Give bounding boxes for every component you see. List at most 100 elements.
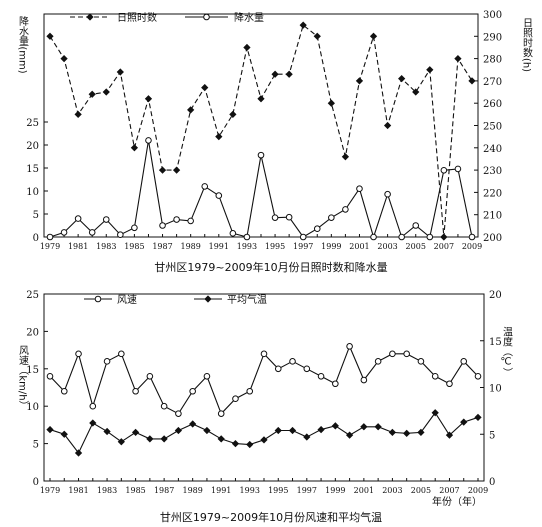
legend-marker-2 — [203, 13, 210, 21]
series-2-point — [246, 440, 254, 449]
series-1-point — [460, 358, 468, 365]
series-2-point — [103, 427, 111, 436]
x-tick-label: 1985 — [124, 242, 144, 251]
right-tick-label: 0 — [489, 477, 495, 488]
series-1-point — [360, 376, 368, 384]
left-tick-label: 5 — [33, 440, 39, 451]
series-1-point — [346, 343, 353, 350]
plot-frame — [43, 13, 479, 238]
series-1-point — [201, 83, 209, 92]
series-1-point — [175, 410, 182, 417]
series-1-point — [260, 350, 268, 358]
x-tick-label: 2009 — [468, 486, 488, 495]
x-tick-label: 2007 — [439, 486, 459, 495]
series-1-point — [303, 365, 311, 373]
series-1-point — [130, 144, 139, 152]
series-2-point — [243, 233, 251, 241]
series-1-point — [389, 350, 396, 358]
series-1-point — [158, 166, 167, 174]
x-tick-label: 1995 — [265, 242, 285, 251]
series-2-point — [74, 215, 82, 222]
series-1-point — [243, 43, 251, 52]
left-tick-label: 20 — [26, 327, 39, 338]
right-tick-label: 240 — [483, 144, 502, 155]
series-2-point — [203, 426, 211, 435]
x-tick-label: 1989 — [180, 242, 200, 251]
right-tick-label: 300 — [483, 10, 502, 21]
series-1-point — [468, 77, 476, 85]
series-1-point — [102, 88, 110, 96]
series-1-point — [246, 387, 254, 395]
x-tick-label: 1995 — [268, 486, 288, 495]
series-2-point — [299, 233, 307, 241]
legend: 风速 平均气温 — [84, 293, 267, 306]
series-1-point — [144, 95, 153, 103]
x-tick-label: 1985 — [125, 486, 145, 495]
series-2-point — [303, 433, 311, 441]
series-2-point — [89, 419, 97, 427]
right-tick-label: 270 — [483, 77, 502, 88]
series-2-point — [60, 430, 68, 438]
left-tick-label: 25 — [26, 290, 39, 301]
right-tick-label: 290 — [483, 32, 502, 43]
x-tick-label: 1981 — [68, 486, 88, 495]
series-1-point — [74, 110, 82, 118]
series-1-point — [229, 110, 237, 118]
series-2-point — [342, 206, 349, 213]
series-1-point — [46, 32, 54, 40]
series-2-point — [131, 224, 138, 232]
series-1-point — [75, 350, 82, 358]
series-2-point — [384, 190, 391, 198]
x-tick-label: 2001 — [354, 486, 374, 495]
series-2-point — [131, 428, 140, 437]
series-line-1 — [49, 24, 473, 238]
x-tick-label: 1987 — [154, 486, 174, 495]
series-2-point — [285, 213, 293, 221]
series-2-point — [260, 436, 268, 444]
legend-label-2: 降水量 — [234, 11, 264, 24]
series-1-point — [474, 372, 482, 380]
series-2-point — [174, 426, 183, 435]
x-tick-label: 1981 — [68, 242, 88, 251]
x-tick-label: 2003 — [377, 242, 397, 251]
series-2-point — [159, 222, 166, 229]
x-tick-label: 1993 — [237, 242, 257, 251]
series-2-point — [288, 426, 297, 435]
series-2-point — [187, 217, 194, 225]
x-tick-label: 1999 — [321, 242, 341, 251]
x-axis-label: 年份（年） — [432, 495, 482, 508]
series-2-point — [468, 233, 476, 241]
series-2-point — [231, 439, 240, 448]
series-2-point — [417, 428, 425, 437]
legend: 日照时数 降水量 — [70, 11, 264, 24]
y-axis-left-label: 降水量(mm) — [17, 15, 29, 74]
series-2-point — [145, 137, 152, 144]
legend-label-2: 平均气温 — [227, 293, 267, 306]
series-2-point — [217, 435, 225, 443]
series-1-point — [431, 372, 439, 380]
y-axis-left-label: 风速（km/h） — [17, 345, 29, 410]
series-1-point — [146, 372, 154, 380]
series-1-point — [355, 77, 364, 85]
chart-title: 甘州区1979~2009年10月份日照时数和降水量 — [154, 260, 387, 274]
x-tick-label: 1991 — [209, 242, 229, 251]
series-1-point — [118, 350, 125, 358]
x-tick-label: 2009 — [462, 242, 482, 251]
right-tick-label: 200 — [483, 233, 502, 244]
right-tick-label: 260 — [483, 99, 502, 110]
series-1-point — [426, 66, 434, 74]
x-tick-label: 1979 — [40, 486, 60, 495]
right-tick-label: 5 — [489, 430, 495, 441]
series-1-point — [60, 387, 68, 395]
right-tick-label: 15 — [489, 337, 502, 348]
series-2-point — [160, 435, 168, 443]
left-tick-label: 5 — [33, 210, 39, 221]
series-1-point — [46, 372, 54, 380]
series-1-point — [88, 90, 96, 98]
series-1-point — [332, 380, 339, 388]
series-2-point — [460, 418, 468, 426]
series-2-point — [370, 233, 377, 241]
legend-label-1: 日照时数 — [117, 11, 157, 24]
series-1-point — [217, 410, 225, 417]
left-tick-label: 0 — [33, 233, 39, 244]
